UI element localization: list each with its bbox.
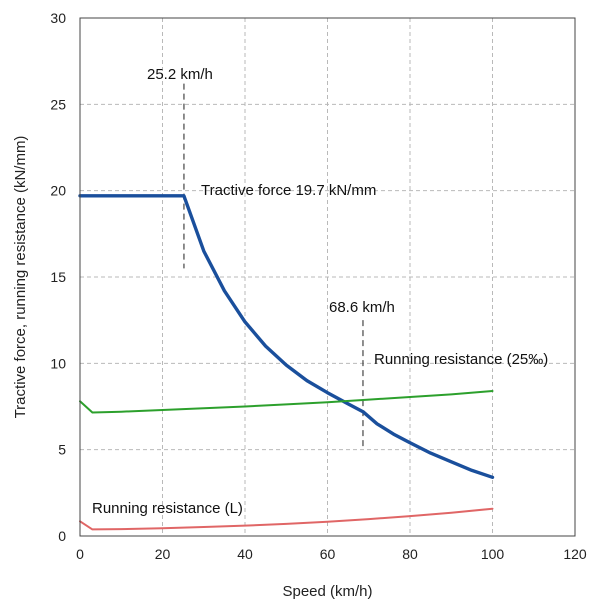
data-series xyxy=(78,194,495,531)
x-tick-label: 120 xyxy=(563,546,587,562)
x-tick-label: 100 xyxy=(481,546,505,562)
annotation-speed-68: 68.6 km/h xyxy=(329,299,395,316)
y-tick-label: 10 xyxy=(50,355,66,371)
y-tick-label: 25 xyxy=(50,96,66,112)
x-tick-label: 60 xyxy=(320,546,336,562)
running-resistance-l-line xyxy=(79,507,494,531)
running-resistance-25-line xyxy=(79,390,494,414)
speed-markers xyxy=(183,83,364,450)
y-axis-label: Tractive force, running resistance (kN/m… xyxy=(12,136,29,419)
y-tick-label: 30 xyxy=(50,10,66,26)
y-tick-label: 15 xyxy=(50,269,66,285)
tick-labels: 0 20 40 60 80 100 120 0 5 10 15 20 25 30 xyxy=(50,10,586,562)
annotation-resistance-l: Running resistance (L) xyxy=(92,500,243,517)
y-tick-label: 20 xyxy=(50,183,66,199)
x-axis-label: Speed (km/h) xyxy=(282,583,372,600)
annotation-resistance-25: Running resistance (25‰) xyxy=(374,351,548,368)
annotation-tractive-force: Tractive force 19.7 kN/mm xyxy=(201,182,376,199)
tractive-force-line xyxy=(78,194,495,479)
annotation-speed-25: 25.2 km/h xyxy=(147,66,213,83)
plot-frame xyxy=(79,17,576,537)
x-tick-label: 20 xyxy=(155,546,171,562)
x-tick-label: 0 xyxy=(76,546,84,562)
x-tick-label: 40 xyxy=(237,546,253,562)
grid-lines xyxy=(80,18,575,536)
x-tick-label: 80 xyxy=(402,546,418,562)
y-tick-label: 5 xyxy=(58,442,66,458)
y-tick-label: 0 xyxy=(58,528,66,544)
